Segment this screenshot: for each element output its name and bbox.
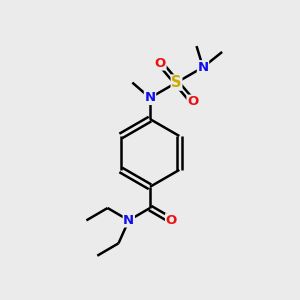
Text: N: N [123, 214, 134, 227]
Text: N: N [197, 61, 208, 74]
Text: S: S [171, 75, 182, 90]
Text: N: N [144, 92, 156, 104]
Text: O: O [155, 57, 166, 70]
Text: O: O [166, 214, 177, 227]
Text: O: O [187, 95, 198, 108]
